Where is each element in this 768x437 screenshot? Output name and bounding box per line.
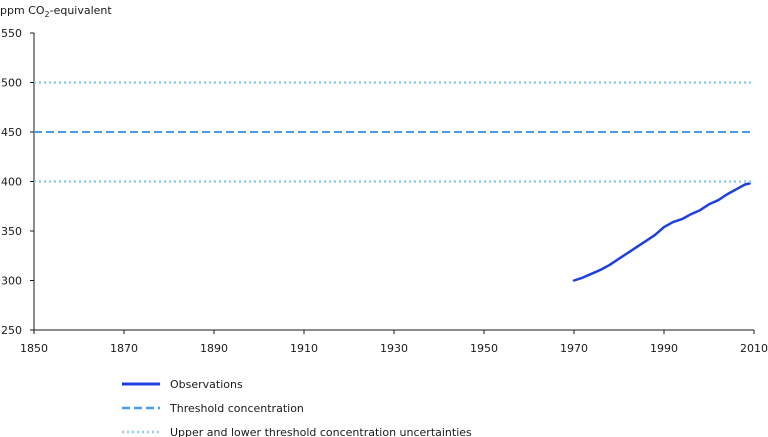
y-tick-label: 400 [1, 176, 22, 189]
x-tick-label: 2010 [740, 342, 768, 355]
legend: Observations Threshold concentration Upper… [122, 378, 472, 437]
x-tick-label: 1870 [110, 342, 138, 355]
y-tick-label: 550 [1, 27, 22, 40]
y-tick-label: 350 [1, 225, 22, 238]
legend-label-3: Upper and lower threshold concentration … [170, 426, 472, 437]
y-tick-label: 450 [1, 126, 22, 139]
legend-label-2: Threshold concentration [169, 402, 304, 415]
y-tick-label: 250 [1, 324, 22, 337]
x-tick-label: 1890 [200, 342, 228, 355]
y-tick-label: 300 [1, 275, 22, 288]
x-ticks: 1850 1870 1890 1910 1930 1950 1970 1990 2010 [20, 330, 768, 355]
legend-label-1: Observations [170, 378, 243, 391]
y-axis-title-subscript: 2 [45, 10, 50, 19]
y-axis-title-main: ppm CO [0, 4, 45, 17]
x-tick-label: 1970 [560, 342, 588, 355]
y-axis-title: ppm CO2-equivalent [0, 4, 112, 19]
x-tick-label: 1850 [20, 342, 48, 355]
y-axis-title-suffix: -equivalent [50, 4, 113, 17]
x-tick-label: 1990 [650, 342, 678, 355]
series-line-1 [572, 182, 751, 282]
x-tick-label: 1950 [470, 342, 498, 355]
x-tick-label: 1930 [380, 342, 408, 355]
series [34, 81, 754, 282]
y-ticks: 250 300 350 400 450 500 550 [1, 27, 34, 337]
x-tick-label: 1910 [290, 342, 318, 355]
y-tick-label: 500 [1, 77, 22, 90]
